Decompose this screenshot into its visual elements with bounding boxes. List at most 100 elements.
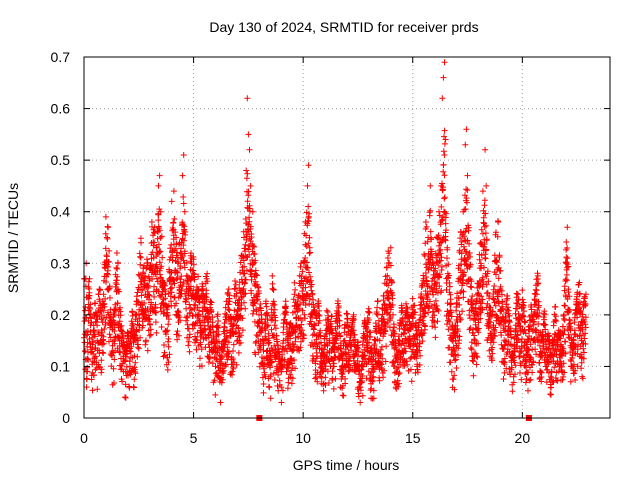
data-point: [263, 298, 269, 305]
data-point: [291, 279, 298, 286]
data-point: [325, 380, 332, 386]
data-point: [478, 226, 485, 233]
data-point: [363, 332, 370, 339]
data-point: [269, 272, 276, 279]
data-point: [272, 325, 279, 332]
data-point: [146, 296, 152, 303]
data-point: [425, 309, 431, 316]
data-point: [438, 239, 445, 246]
data-point: [102, 245, 109, 252]
data-point: [305, 240, 312, 247]
data-point: [441, 127, 448, 134]
data-point: [158, 263, 165, 270]
data-point: [455, 328, 461, 335]
data-point: [225, 286, 232, 293]
data-point: [402, 348, 409, 355]
data-point: [482, 146, 489, 153]
data-point: [283, 368, 290, 375]
data-point: [506, 312, 513, 319]
data-point: [135, 345, 142, 352]
data-point: [131, 376, 138, 383]
data-point: [247, 238, 254, 245]
data-point: [441, 59, 448, 66]
data-point: [563, 271, 570, 278]
data-point: [109, 352, 116, 359]
data-point: [198, 346, 205, 353]
data-point: [548, 368, 555, 375]
data-point: [248, 273, 255, 280]
data-point: [183, 259, 190, 266]
data-point: [496, 300, 503, 307]
data-point: [446, 289, 453, 296]
data-point: [384, 255, 391, 261]
plot-frame: [83, 56, 611, 419]
data-point: [157, 248, 164, 255]
data-point: [229, 368, 236, 375]
data-point: [432, 280, 439, 287]
data-point: [185, 342, 192, 349]
y-axis-label: SRMTID / TECUs: [5, 183, 21, 293]
data-point: [389, 302, 396, 308]
data-point: [212, 363, 219, 370]
data-point: [564, 245, 571, 251]
data-point: [163, 313, 170, 319]
data-point: [464, 237, 471, 244]
data-point: [441, 195, 448, 202]
data-point: [468, 278, 475, 285]
data-point: [387, 244, 394, 251]
data-point: [479, 188, 486, 195]
data-point: [178, 245, 184, 252]
data-point: [155, 182, 162, 189]
data-point: [232, 281, 239, 288]
data-point: [271, 306, 278, 313]
data-point: [432, 297, 439, 304]
data-point: [360, 363, 367, 370]
data-point: [478, 300, 485, 307]
data-point: [92, 353, 99, 360]
data-point: [551, 364, 558, 371]
data-point: [307, 273, 314, 280]
data-point: [110, 365, 117, 372]
data-point: [347, 355, 354, 362]
data-point: [519, 296, 526, 303]
data-point: [529, 369, 536, 376]
data-point: [423, 278, 430, 285]
data-point: [198, 325, 204, 331]
data-point: [263, 336, 269, 343]
data-point: [241, 291, 248, 298]
data-point: [366, 309, 373, 316]
data-point: [457, 289, 464, 296]
data-point: [219, 376, 226, 383]
data-point: [256, 323, 263, 330]
data-point: [409, 315, 416, 322]
data-point: [161, 342, 167, 348]
data-point: [134, 289, 141, 296]
data-point: [222, 338, 229, 345]
data-point: [464, 187, 471, 194]
data-point: [438, 203, 445, 210]
data-point: [174, 328, 181, 335]
data-point: [326, 337, 333, 344]
data-point: [235, 325, 242, 332]
data-point: [95, 291, 102, 298]
data-point: [349, 327, 356, 334]
data-point: [492, 302, 499, 309]
data-point: [379, 355, 386, 362]
data-point: [233, 361, 240, 368]
data-point: [304, 264, 311, 271]
data-point: [114, 300, 121, 307]
data-point: [526, 377, 533, 384]
data-point: [501, 361, 508, 368]
data-point: [247, 182, 254, 189]
data-point: [332, 340, 339, 347]
data-point: [340, 392, 347, 399]
data-point: [441, 152, 448, 158]
data-point: [213, 369, 220, 376]
data-point: [156, 172, 163, 179]
data-point: [279, 387, 286, 394]
data-point: [250, 243, 257, 250]
data-point: [439, 263, 445, 270]
data-point: [484, 300, 491, 307]
data-point: [312, 322, 318, 329]
data-point: [151, 293, 158, 300]
